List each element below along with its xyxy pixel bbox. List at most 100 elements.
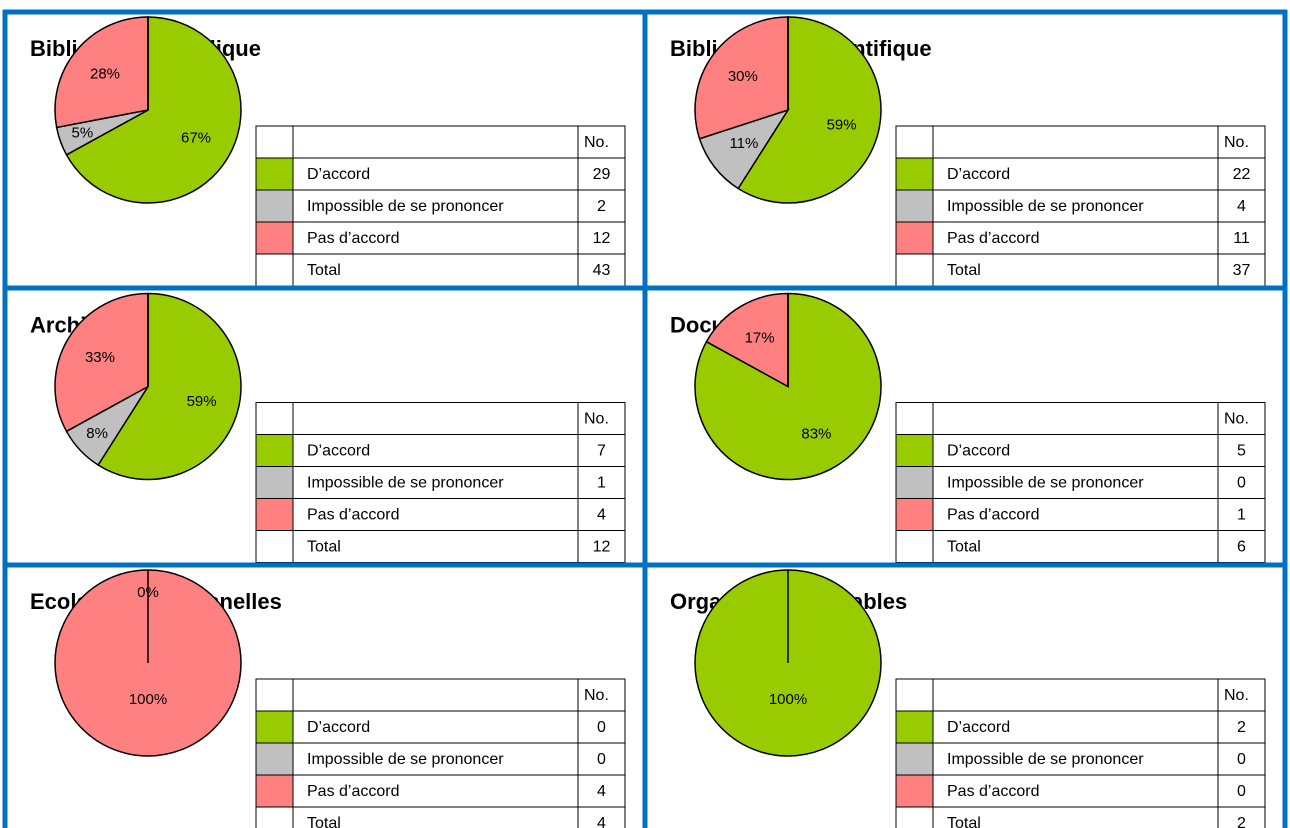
table-swatch <box>255 189 294 223</box>
table-cell <box>1217 221 1266 255</box>
count: 4 <box>597 783 606 800</box>
count: 29 <box>593 166 611 183</box>
panel: Documentation83%17%No.D’accord5Impossibl… <box>670 292 1266 563</box>
category-label: D’accord <box>947 166 1010 183</box>
value-label: 30% <box>728 68 758 85</box>
table-header: No. <box>584 411 609 428</box>
table-swatch <box>895 402 934 435</box>
category-label: D’accord <box>947 719 1010 736</box>
value-label: 100% <box>129 691 167 708</box>
count: 4 <box>597 507 606 524</box>
table-swatch <box>895 498 934 531</box>
category-label: Pas d’accord <box>307 230 400 247</box>
table-cell <box>577 253 626 287</box>
table-swatch <box>895 710 934 744</box>
pie-slice <box>737 16 882 204</box>
table-swatch <box>255 710 294 744</box>
table-cell <box>1217 189 1266 223</box>
table-swatch <box>895 221 934 255</box>
table-cell <box>292 498 579 531</box>
total-label: Total <box>947 539 981 556</box>
table-cell <box>932 530 1219 563</box>
table-cell <box>932 221 1219 255</box>
count: 0 <box>1237 751 1246 768</box>
table-cell <box>577 678 626 712</box>
category-label: D’accord <box>307 166 370 183</box>
value-label: 59% <box>827 117 857 134</box>
table-cell <box>932 774 1219 808</box>
table-header: No. <box>1224 134 1249 151</box>
table-cell <box>1217 466 1266 499</box>
total-label: Total <box>947 262 981 279</box>
category-label: Impossible de se prononcer <box>947 475 1144 492</box>
value-label: 5% <box>72 125 94 142</box>
category-label: Pas d’accord <box>947 783 1040 800</box>
value-label: 17% <box>745 329 775 346</box>
table-cell <box>292 402 579 435</box>
value-label: 0% <box>137 584 159 601</box>
table-cell <box>932 434 1219 467</box>
table-cell <box>1217 402 1266 435</box>
table-cell <box>292 710 579 744</box>
pie-slice <box>705 292 789 388</box>
pie-slice <box>54 292 149 433</box>
table-swatch <box>255 498 294 531</box>
panel-borders <box>2 9 1288 828</box>
category-label: D’accord <box>307 719 370 736</box>
pie-slice <box>694 16 789 140</box>
total: 6 <box>1237 539 1246 556</box>
category-label: Pas d’accord <box>307 507 400 524</box>
total-label: Total <box>307 262 341 279</box>
table-swatch <box>255 774 294 808</box>
table-cell <box>1217 157 1266 191</box>
category-label: D’accord <box>307 443 370 460</box>
table-header: No. <box>584 687 609 704</box>
category-label: Pas d’accord <box>947 230 1040 247</box>
count: 22 <box>1233 166 1251 183</box>
panel: Ecoles professionnelles0%100%No.D’accord… <box>30 569 626 828</box>
count: 7 <box>597 443 606 460</box>
table-cell <box>1217 710 1266 744</box>
category-label: Impossible de se prononcer <box>947 751 1144 768</box>
table-cell <box>292 774 579 808</box>
value-label: 8% <box>86 425 108 442</box>
value-label: 59% <box>187 393 217 410</box>
table-swatch <box>895 434 934 467</box>
total: 43 <box>593 262 611 279</box>
table-swatch <box>255 466 294 499</box>
table-cell <box>577 530 626 563</box>
table-header: No. <box>1224 411 1249 428</box>
count: 0 <box>597 719 606 736</box>
table-swatch <box>895 466 934 499</box>
value-label: 28% <box>90 65 120 82</box>
table-swatch <box>255 221 294 255</box>
panel: Bibliothèque publique67%5%28%No.D’accord… <box>30 16 626 287</box>
table-cell <box>292 125 579 159</box>
panel: Bibliothèque scientifique59%11%30%No.D’a… <box>670 16 1266 287</box>
table-swatch <box>255 402 294 435</box>
table-cell <box>932 466 1219 499</box>
table-cell <box>1217 498 1266 531</box>
count: 4 <box>1237 198 1246 215</box>
total-label: Total <box>307 815 341 828</box>
table-swatch <box>895 742 934 776</box>
total-label: Total <box>307 539 341 556</box>
table-cell <box>932 710 1219 744</box>
table-cell <box>292 157 579 191</box>
table-cell <box>292 678 579 712</box>
count: 1 <box>597 475 606 492</box>
table-cell <box>1217 253 1266 287</box>
table-cell <box>292 434 579 467</box>
table-cell <box>577 189 626 223</box>
table-swatch <box>255 806 294 828</box>
table-swatch <box>895 774 934 808</box>
count: 5 <box>1237 443 1246 460</box>
value-label: 33% <box>85 349 115 366</box>
category-label: Impossible de se prononcer <box>307 198 504 215</box>
table-cell <box>577 157 626 191</box>
total: 4 <box>597 815 606 828</box>
category-label: Pas d’accord <box>947 507 1040 524</box>
count: 0 <box>1237 475 1246 492</box>
table-swatch <box>255 530 294 563</box>
total: 2 <box>1237 815 1246 828</box>
